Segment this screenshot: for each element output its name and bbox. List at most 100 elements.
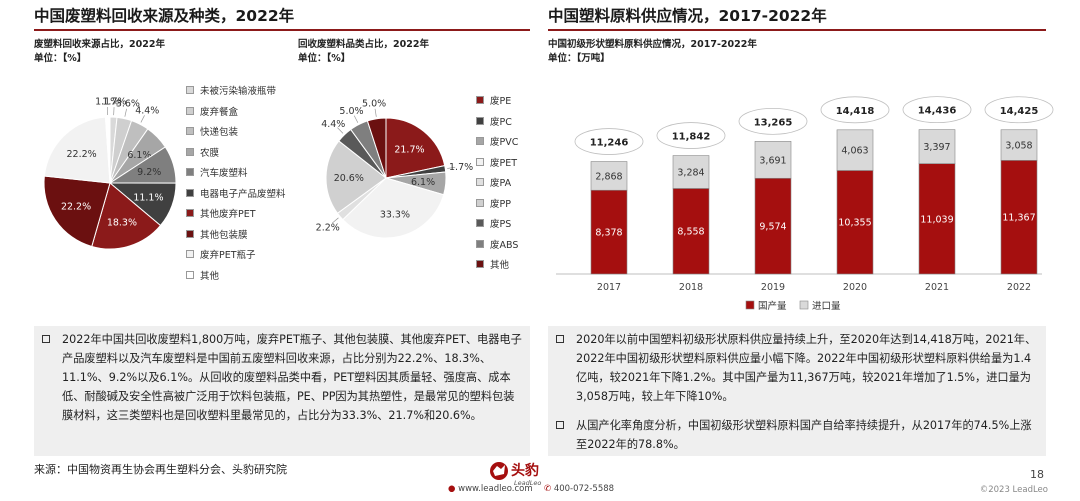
leadleo-logo: 头豹 LeadLeo [490, 462, 541, 487]
legend-swatch [476, 198, 484, 207]
pie-slice [104, 116, 111, 184]
pie-slice-label: 22.2% [66, 149, 96, 160]
legend-swatch [476, 116, 484, 125]
pie-slice-label: 3.6% [116, 98, 140, 109]
legend-item: 废PP [476, 193, 518, 214]
x-tick-label: 2022 [1007, 282, 1031, 293]
pie-slice-label: 6.1% [411, 177, 435, 188]
legend-swatch [186, 229, 194, 238]
right-bullet-1-text: 2020年以前中国塑料初级形状原料供应量持续上升，至2020年达到14,418万… [576, 333, 1037, 403]
pie-slice-label: 1.1% [95, 97, 119, 108]
legend-swatch [476, 137, 484, 146]
legend-swatch [186, 188, 194, 197]
pie1-chart: 1.7%3.6%4.4% 6.1% 9.2% 11.1% 18.3% 22.2% 22.2%… [43, 97, 177, 250]
right-section-title: 中国塑料原料供应情况，2017-2022年 [548, 7, 827, 25]
bar-segment [672, 188, 710, 275]
pie-slice-label: 9.2% [137, 167, 161, 178]
legend-label: 电器电子产品废塑料 [200, 188, 286, 200]
legend-item: 废PE [476, 90, 518, 111]
bar-subtitle: 中国初级形状塑料原料供应情况，2017-2022年 [548, 39, 757, 50]
globe-icon: ● [448, 484, 456, 494]
left-bullet-text: 2022年中国共回收废塑料1,800万吨，废弃PET瓶子、其他包装膜、其他废弃P… [62, 333, 522, 422]
pie-slice [43, 116, 111, 184]
right-bullet-1: 2020年以前中国塑料初级形状原料供应量持续上升，至2020年达到14,418万… [556, 330, 1040, 406]
bullet-box-icon [556, 335, 564, 343]
pie2-subtitle: 回收废塑料品类占比，2022年 [298, 39, 429, 50]
legend-item: 其他废弃PET [186, 203, 286, 224]
x-tick-label: 2020 [843, 282, 867, 293]
legend-item: 其他包装膜 [186, 224, 286, 245]
bar-value-label: 3,058 [1005, 141, 1032, 152]
total-value-label: 14,425 [1000, 106, 1039, 117]
legend-label: 废PVC [490, 137, 519, 149]
legend-swatch [476, 96, 484, 105]
pie-leader-line [374, 108, 377, 117]
legend-item: 快递包装 [186, 121, 286, 142]
legend-label: 废PA [490, 178, 512, 190]
x-tick-label: 2021 [925, 282, 949, 293]
legend-label: 废PS [490, 219, 512, 231]
legend-swatch [476, 157, 484, 166]
bar-value-label: 11,039 [920, 214, 953, 225]
bar-segment [672, 155, 710, 189]
total-value-ellipse [820, 96, 890, 124]
bar-segment [918, 129, 956, 164]
pie-slice-label: 5.0% [339, 106, 363, 117]
legend-label: 废PP [490, 198, 511, 210]
legend-swatch [186, 209, 194, 218]
legend-label: 废PET [490, 157, 518, 169]
bar-segment [590, 161, 628, 191]
total-value-label: 11,246 [590, 138, 629, 149]
bar-value-label: 8,378 [595, 228, 622, 239]
legend-item: 废PVC [476, 131, 518, 152]
website-link[interactable]: ● www.leadleo.com [448, 484, 533, 494]
pie-leader-line [124, 108, 127, 117]
x-tick-label: 2018 [679, 282, 703, 293]
legend-swatch [476, 178, 484, 187]
legend-label: 其他包装膜 [200, 229, 248, 241]
right-title-underline [548, 29, 1046, 31]
pie-slice-label: 21.7% [394, 145, 424, 156]
legend-swatch [186, 168, 194, 177]
pie2-unit: 单位：【%】 [298, 53, 351, 64]
website-text: www.leadleo.com [458, 484, 533, 494]
legend-label: 废ABS [490, 239, 519, 251]
pie2-legend: 废PE 废PC 废PVC 废PET 废PA 废PP 废PS 废ABS 其他 [476, 90, 518, 275]
pie-slice [91, 182, 162, 250]
bar-legend-label: 进口量 [812, 301, 841, 312]
bar-segment [836, 129, 874, 171]
bar-value-label: 3,691 [759, 155, 786, 166]
bar-value-label: 3,397 [923, 142, 950, 153]
pie-slice [342, 177, 445, 239]
bar-legend-swatch [745, 300, 755, 310]
legend-item: 其他 [476, 254, 518, 275]
legend-item: 废弃PET瓶子 [186, 244, 286, 265]
total-value-label: 11,842 [672, 132, 711, 143]
left-text-box: 2022年中国共回收废塑料1,800万吨，废弃PET瓶子、其他包装膜、其他废弃P… [34, 326, 530, 456]
legend-item: 农膜 [186, 142, 286, 163]
pie-slice-label: 4.4% [135, 105, 159, 116]
pie-slice-label: 2.2% [316, 222, 340, 233]
legend-label: 废PC [490, 116, 512, 128]
legend-item: 废PC [476, 111, 518, 132]
legend-item: 废PA [476, 172, 518, 193]
legend-label: 其他 [200, 270, 220, 282]
bar-unit: 单位：【万吨】 [548, 53, 610, 64]
legend-swatch [476, 219, 484, 228]
pie-slice-label: 5.0% [362, 98, 386, 109]
legend-item: 未被污染输液瓶带 [186, 80, 286, 101]
bar-segment [1000, 129, 1038, 161]
bar-legend-swatch [799, 300, 809, 310]
phone-text: 400-072-5588 [553, 484, 615, 494]
pie-slice-label: 18.3% [107, 218, 137, 229]
phone-icon: ✆ [544, 484, 552, 494]
legend-label: 未被污染输液瓶带 [200, 86, 277, 98]
legend-label: 废弃PET瓶子 [200, 250, 256, 262]
legend-swatch [186, 86, 194, 95]
legend-label: 快递包装 [200, 127, 239, 139]
legend-item: 汽车废塑料 [186, 162, 286, 183]
x-tick-label: 2019 [761, 282, 785, 293]
total-value-ellipse [902, 96, 972, 124]
bar-segment [918, 163, 956, 275]
legend-swatch [186, 147, 194, 156]
